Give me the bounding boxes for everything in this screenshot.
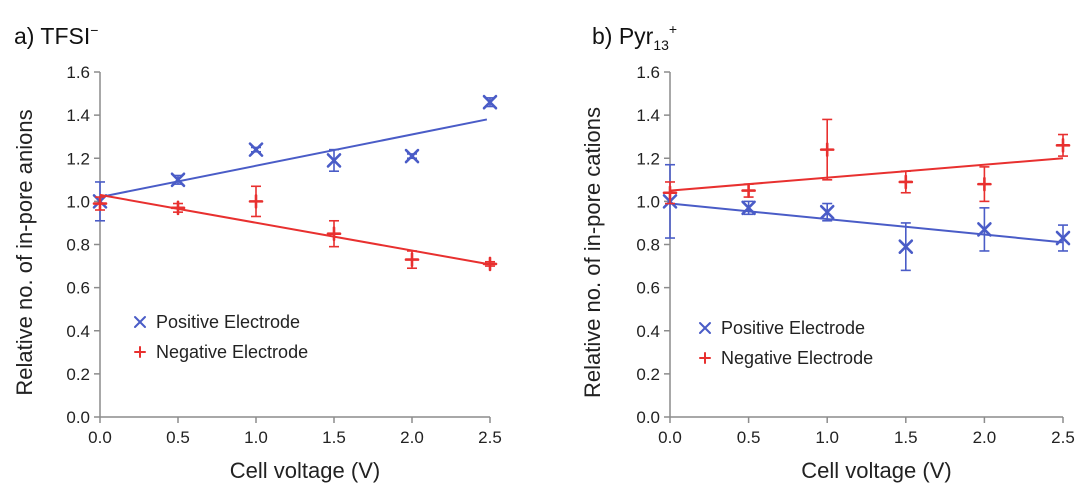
legend-x-marker [699,322,711,334]
y-tick-label: 1.6 [66,63,90,82]
series-negative [662,118,1071,205]
marker-stroke [170,172,186,188]
chart-panel-1: b) Pyr13+0.00.20.40.60.81.01.21.41.60.0 0… [580,21,1075,483]
data-point-plus-marker [404,252,420,267]
data-point-x-marker [170,172,186,188]
series-positive [92,94,498,222]
marker-stroke [404,148,420,164]
data-point-plus-marker [170,200,186,216]
marker-stroke [1055,230,1071,246]
x-axis-label: Cell voltage (V) [230,458,380,483]
fit-line [99,118,488,199]
y-tick-label: 0.8 [636,236,660,255]
series-negative [92,185,498,272]
data-point-plus-marker [248,194,264,209]
panel-title-superscript: − [90,22,98,38]
y-tick-label: 0.4 [66,322,90,341]
data-point-x-marker [977,222,992,237]
panel-title: b) Pyr13+ [592,21,677,53]
chart-panel-0: a) TFSI− 0.0 0.2 0.4 0.6 0.8 1.0 1.2 1.4 1.6 0.0 0.… [12,22,502,483]
panel-title: a) TFSI− [14,22,98,49]
legend-label: Negative Electrode [721,348,873,368]
x-tick-label: 1.0 [815,428,839,447]
y-tick-label: 0.8 [66,236,90,255]
fit-line [669,157,1064,192]
x-tick-label: 1.0 [244,428,268,447]
data-point-plus-marker [898,174,914,190]
panel-title-subscript: 13 [653,37,669,53]
data-point-x-marker [819,204,835,220]
legend-plus-marker [699,352,711,364]
x-tick-label: 0.0 [658,428,682,447]
marker-stroke [134,316,146,328]
data-point-x-marker [404,148,420,164]
panel-title-text: b) Pyr [592,23,654,49]
data-point-x-marker [741,200,756,216]
marker-stroke [699,322,711,334]
marker-stroke [898,239,914,254]
y-axis-label: Relative no. of in-pore anions [12,109,37,395]
x-tick-label: 0.5 [166,428,190,447]
marker-stroke [326,153,342,168]
y-tick-label: 1.2 [636,149,660,168]
marker-stroke [977,222,992,237]
x-tick-label: 1.5 [322,428,346,447]
legend-x-marker [134,316,146,328]
x-tick-label: 1.5 [894,428,918,447]
marker-stroke [819,204,835,220]
legend-label: Negative Electrode [156,342,308,362]
y-tick-label: 0.0 [636,408,660,427]
x-tick-label: 0.5 [737,428,761,447]
legend-label: Positive Electrode [156,312,300,332]
series-positive [662,163,1071,272]
y-axis-label: Relative no. of in-pore cations [580,107,605,398]
panel-title-superscript: + [669,21,677,37]
y-tick-label: 1.4 [636,106,660,125]
y-tick-label: 0.0 [66,408,90,427]
data-point-plus-marker [662,185,678,201]
y-tick-label: 0.6 [636,279,660,298]
y-tick-label: 0.6 [66,279,90,298]
y-tick-label: 0.4 [636,322,660,341]
y-tick-label: 1.6 [636,63,660,82]
y-tick-label: 1.0 [66,192,90,211]
data-point-x-marker [248,142,264,157]
marker-stroke [482,94,498,110]
data-point-plus-marker [92,196,108,211]
data-point-plus-marker [977,176,992,192]
y-tick-label: 1.0 [636,192,660,211]
data-point-plus-marker [819,142,835,157]
y-tick-label: 0.2 [636,365,660,384]
legend-label: Positive Electrode [721,318,865,338]
x-tick-label: 2.0 [973,428,997,447]
fit-line [669,202,1064,244]
legend: Positive Electrode Negative Electrode [134,312,308,362]
legend: Positive Electrode Negative Electrode [699,318,873,368]
x-tick-label: 0.0 [88,428,112,447]
y-tick-label: 0.2 [66,365,90,384]
data-point-x-marker [898,239,914,254]
x-tick-label: 2.5 [478,428,502,447]
fit-line [99,193,488,265]
panel-title-text: a) TFSI [14,23,90,49]
data-point-plus-marker [326,226,342,242]
y-tick-label: 1.4 [66,106,90,125]
data-point-x-marker [1055,230,1071,246]
x-axis-label: Cell voltage (V) [801,458,951,483]
data-point-plus-marker [482,256,498,272]
x-tick-label: 2.0 [400,428,424,447]
marker-stroke [741,200,756,216]
data-point-x-marker [326,153,342,168]
y-tick-label: 1.2 [66,149,90,168]
data-point-plus-marker [741,183,756,198]
data-point-x-marker [482,94,498,110]
marker-stroke [248,142,264,157]
legend-plus-marker [134,346,146,358]
data-point-plus-marker [1055,138,1071,153]
x-tick-label: 2.5 [1051,428,1075,447]
